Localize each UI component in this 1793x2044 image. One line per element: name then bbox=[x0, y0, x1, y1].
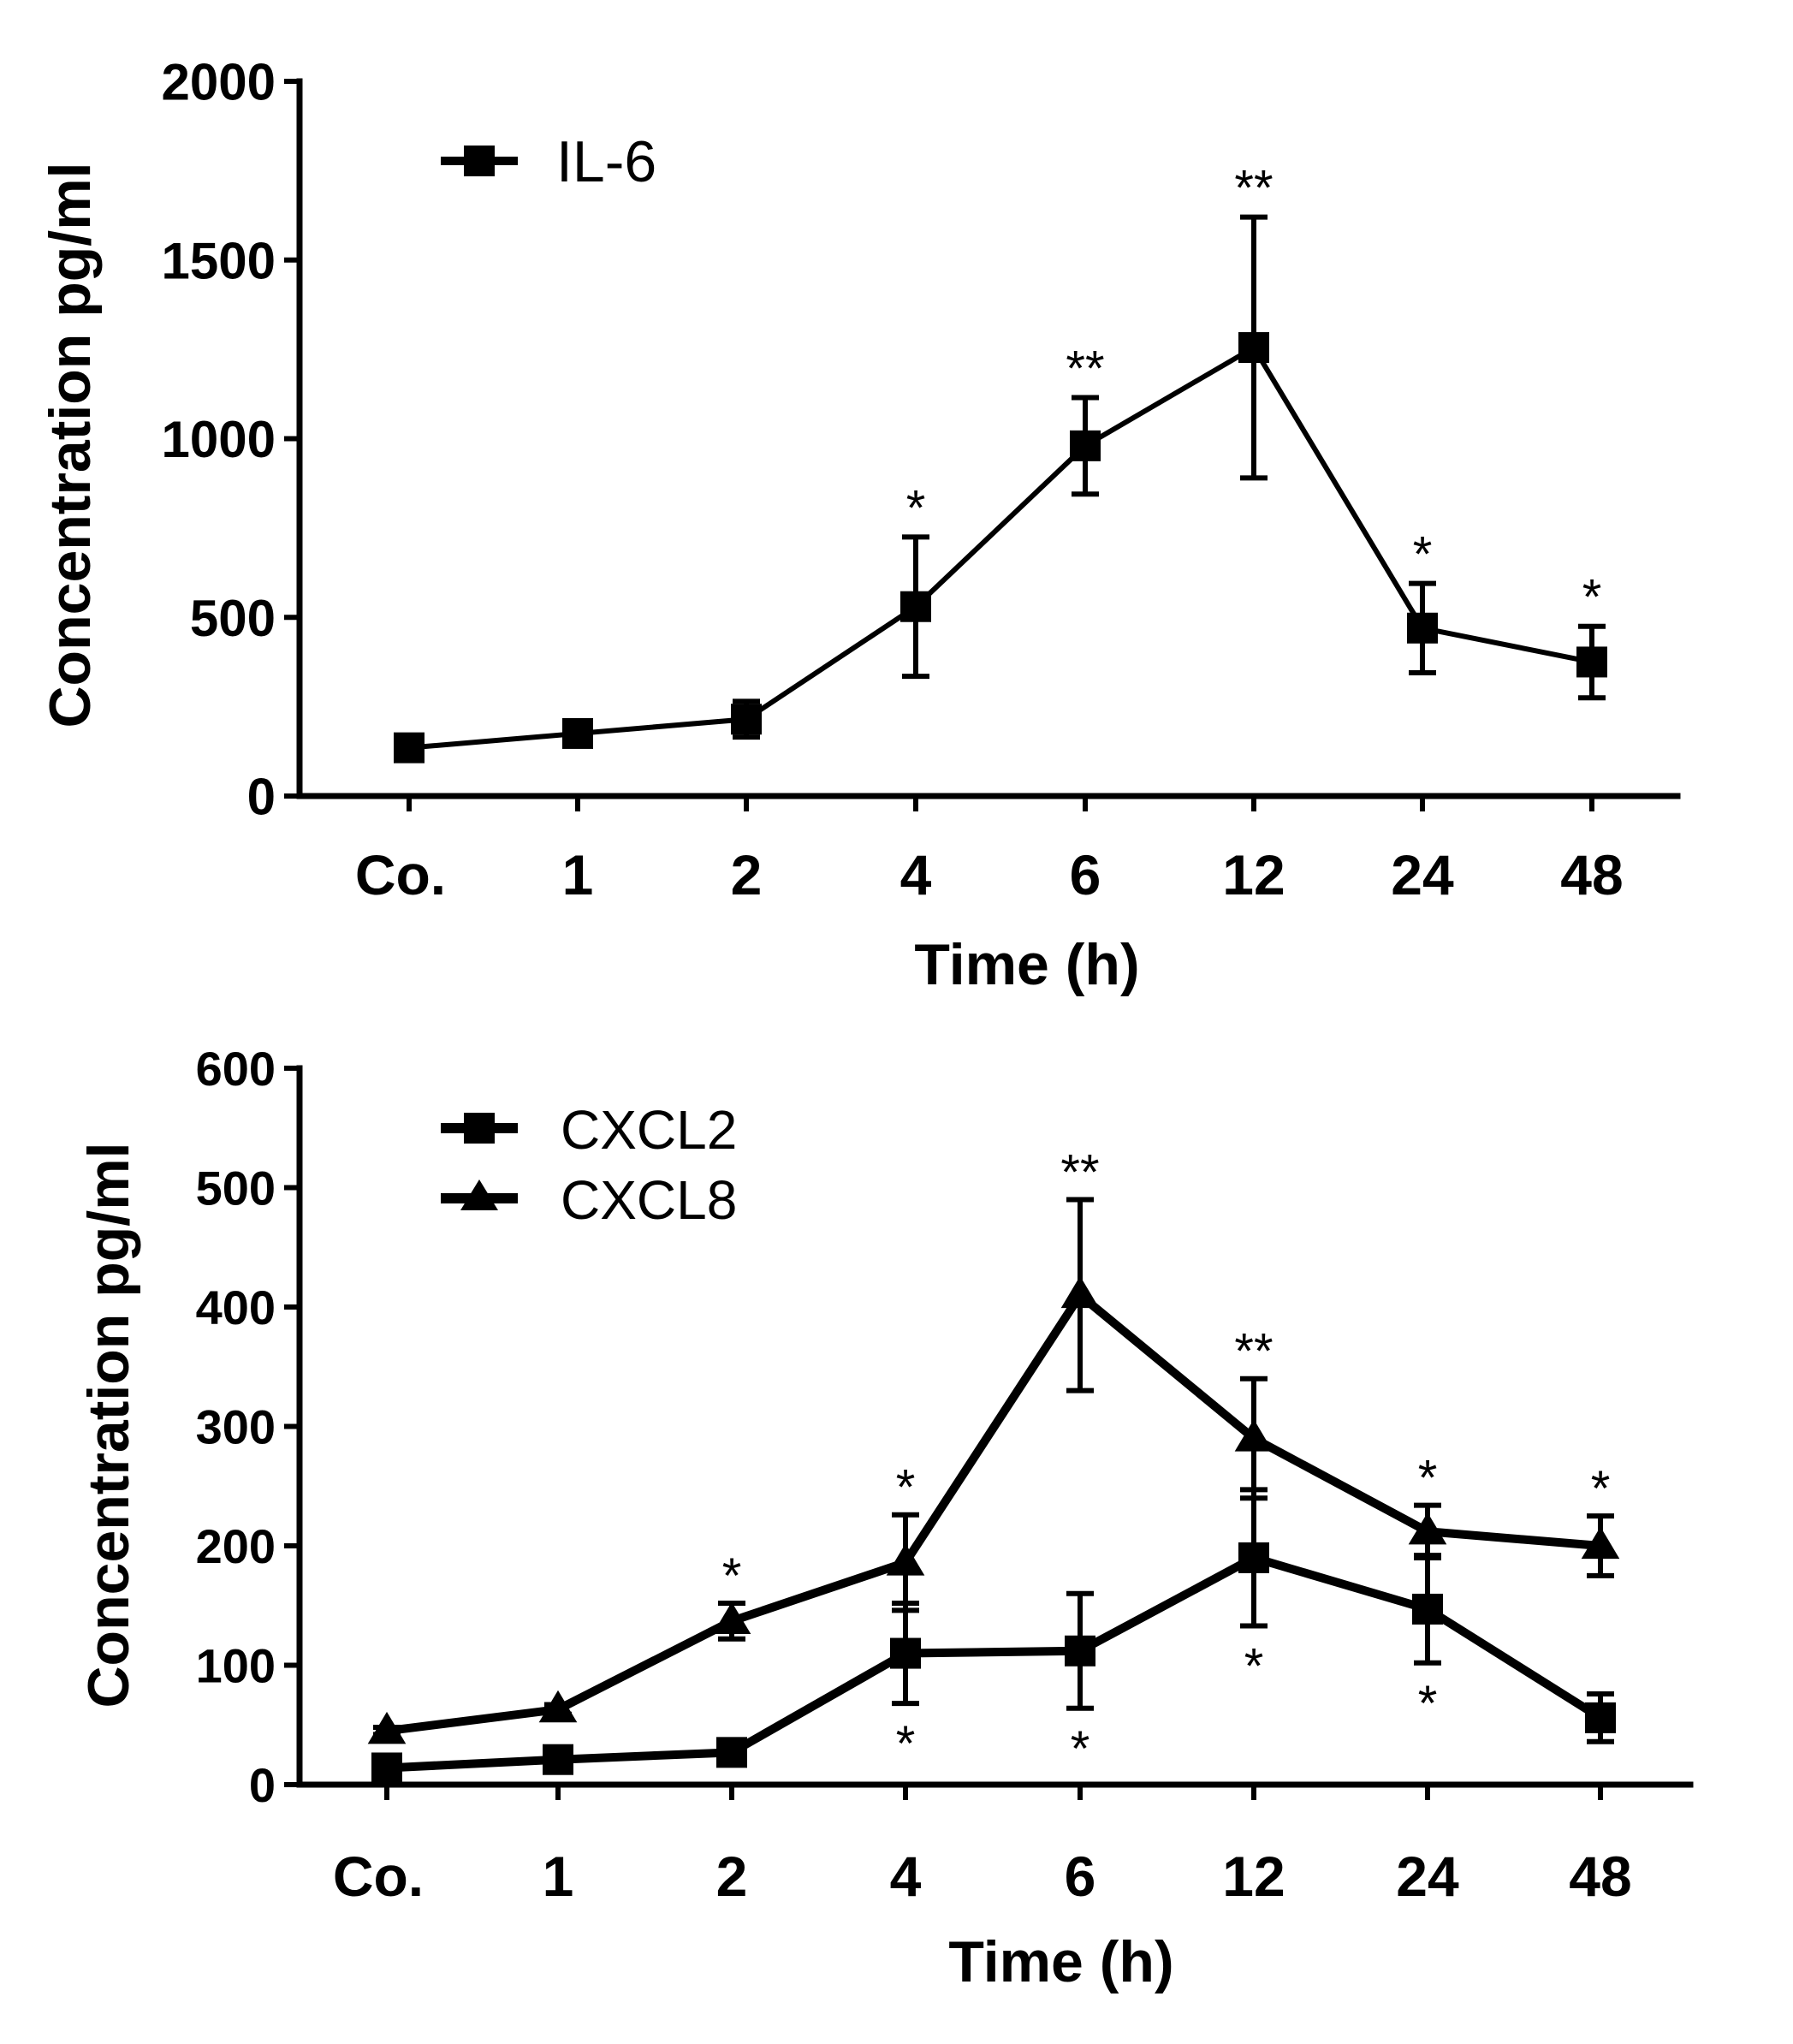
y-tick-label: 300 bbox=[196, 1400, 276, 1454]
x-tick-label: 1 bbox=[562, 843, 594, 906]
significance-label: * bbox=[1071, 1721, 1090, 1777]
data-point-il-6 bbox=[394, 732, 425, 764]
data-point-cxcl8 bbox=[1581, 1526, 1620, 1560]
significance-label: ** bbox=[1066, 341, 1104, 396]
legend-label-cxcl8: CXCL8 bbox=[561, 1169, 737, 1231]
y-tick-label: 400 bbox=[196, 1280, 276, 1334]
data-point-il-6 bbox=[1576, 646, 1607, 678]
y-tick-label: 200 bbox=[196, 1519, 276, 1573]
y-tick-label: 1500 bbox=[162, 232, 276, 289]
y-tick-label: 500 bbox=[196, 1162, 276, 1215]
data-point-cxcl2 bbox=[716, 1737, 747, 1768]
data-point-il-6 bbox=[731, 704, 762, 735]
error-bars bbox=[395, 214, 1606, 758]
y-tick-label: 0 bbox=[249, 1758, 276, 1812]
y-ticks: 0 500 1000 1500 2000 bbox=[162, 54, 300, 826]
y-tick-label: 500 bbox=[190, 590, 276, 647]
significance-label: * bbox=[1244, 1639, 1264, 1695]
significance-label: * bbox=[1582, 570, 1602, 626]
data-point-cxcl8 bbox=[712, 1601, 751, 1635]
x-tick-label: 6 bbox=[1070, 843, 1101, 906]
significance-label: * bbox=[896, 1716, 916, 1772]
legend: CXCL2 CXCL8 bbox=[441, 1099, 737, 1231]
significance-markers: ******* bbox=[906, 161, 1602, 626]
significance-markers: * ********** * bbox=[722, 1144, 1611, 1776]
y-tick-label: 0 bbox=[247, 769, 276, 826]
data-point-cxcl8 bbox=[1408, 1512, 1447, 1545]
x-axis-title: Time (h) bbox=[914, 932, 1139, 997]
x-tick-label: 2 bbox=[716, 1845, 748, 1908]
data-point-cxcl8 bbox=[538, 1690, 578, 1723]
data-point-il-6 bbox=[900, 591, 931, 622]
x-ticks: Co. 1 2 4 6 12 24 48 bbox=[355, 796, 1624, 906]
data-point-cxcl2 bbox=[1238, 1542, 1269, 1573]
series-layer bbox=[394, 332, 1607, 764]
data-point-cxcl2 bbox=[1585, 1702, 1616, 1733]
y-axis-title: Concentration pg/ml bbox=[38, 162, 103, 728]
y-ticks: 0 100 200 300 400 500 600 bbox=[196, 1042, 300, 1812]
x-tick-label: 24 bbox=[1391, 843, 1454, 906]
legend-marker-cxcl2 bbox=[464, 1113, 495, 1144]
legend-marker-il6 bbox=[464, 146, 495, 176]
series-line-cxcl8 bbox=[386, 1291, 1601, 1736]
x-tick-label: 6 bbox=[1065, 1845, 1096, 1908]
data-point-cxcl2 bbox=[1412, 1593, 1443, 1625]
legend-label-cxcl2: CXCL2 bbox=[561, 1099, 737, 1161]
data-point-il-6 bbox=[1238, 332, 1269, 364]
y-axis-title: Concentration pg/ml bbox=[76, 1142, 141, 1708]
y-tick-label: 100 bbox=[196, 1639, 276, 1693]
series-line-il-6 bbox=[408, 345, 1593, 751]
significance-label: * bbox=[1591, 1461, 1611, 1517]
series-layer bbox=[367, 1275, 1620, 1784]
x-ticks: Co. 1 2 4 6 12 24 48 bbox=[333, 1785, 1632, 1908]
legend: IL-6 bbox=[441, 129, 656, 194]
significance-label: * bbox=[1413, 527, 1433, 583]
y-tick-label: 600 bbox=[196, 1042, 276, 1096]
legend-marker-cxcl8 bbox=[460, 1179, 498, 1210]
x-axis-title: Time (h) bbox=[948, 1929, 1173, 1994]
x-tick-label: 2 bbox=[731, 843, 763, 906]
data-point-cxcl8 bbox=[1060, 1275, 1100, 1309]
x-tick-label: 12 bbox=[1222, 1845, 1285, 1908]
data-point-cxcl8 bbox=[1234, 1419, 1274, 1452]
x-tick-label: Co. bbox=[333, 1845, 424, 1908]
legend-label-il6: IL-6 bbox=[556, 129, 656, 194]
y-tick-label: 2000 bbox=[162, 54, 276, 111]
significance-label: ** bbox=[1060, 1144, 1099, 1200]
data-point-cxcl2 bbox=[371, 1752, 402, 1784]
significance-label: * bbox=[896, 1460, 916, 1516]
data-point-cxcl8 bbox=[886, 1543, 925, 1576]
significance-label: * bbox=[1418, 1451, 1438, 1506]
data-point-il-6 bbox=[1070, 430, 1101, 461]
data-point-cxcl2 bbox=[543, 1744, 573, 1775]
data-point-il-6 bbox=[562, 717, 593, 749]
significance-label: ** bbox=[1234, 1324, 1273, 1380]
data-point-cxcl2 bbox=[1065, 1635, 1095, 1667]
y-tick-label: 1000 bbox=[162, 411, 276, 468]
x-tick-label: 4 bbox=[900, 843, 932, 906]
x-tick-label: Co. bbox=[355, 843, 446, 906]
x-tick-label: 48 bbox=[1569, 1845, 1631, 1908]
x-tick-label: 1 bbox=[543, 1845, 574, 1908]
x-tick-label: 24 bbox=[1396, 1845, 1459, 1908]
significance-label: * bbox=[906, 480, 926, 536]
data-point-cxcl2 bbox=[890, 1637, 921, 1669]
x-tick-label: 4 bbox=[890, 1845, 922, 1908]
significance-label: * bbox=[722, 1548, 742, 1604]
series-line-cxcl2 bbox=[386, 1553, 1603, 1773]
significance-label: * bbox=[1418, 1676, 1438, 1732]
x-tick-label: 48 bbox=[1560, 843, 1623, 906]
x-tick-label: 12 bbox=[1222, 843, 1285, 906]
significance-label: ** bbox=[1234, 161, 1273, 217]
data-point-cxcl8 bbox=[367, 1711, 407, 1744]
data-point-il-6 bbox=[1407, 612, 1438, 644]
